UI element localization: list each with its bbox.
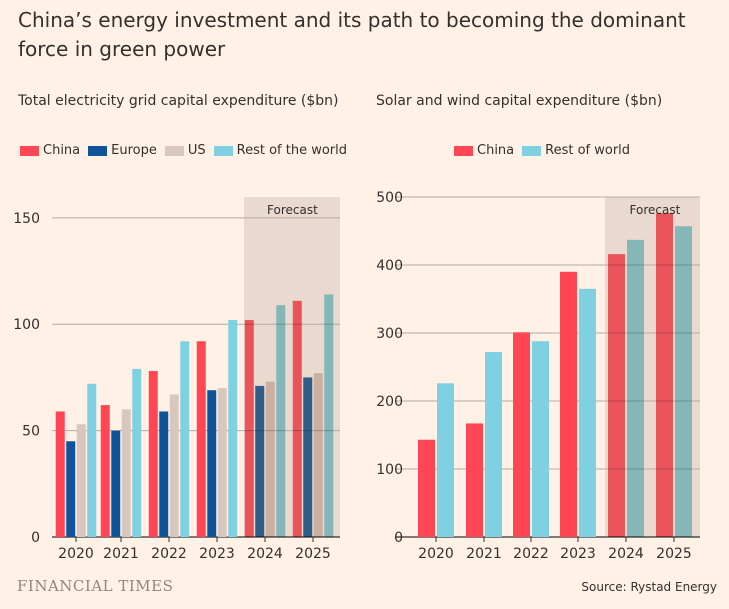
legend-swatch (20, 145, 39, 156)
bar-china (244, 319, 254, 537)
bar-china (148, 371, 158, 537)
bar-rest-of-world (675, 226, 692, 538)
y-tick-label: 300 (376, 326, 403, 342)
legend-item: China (20, 143, 80, 158)
x-tick-label: 2023 (560, 546, 596, 562)
x-tick-label: 2021 (466, 546, 502, 562)
bar-rest-of-world (579, 288, 596, 537)
legend-item: Rest of world (522, 143, 630, 158)
bar-china (196, 341, 206, 537)
bar-rest-of-the-world (132, 368, 142, 537)
legend-label: China (43, 143, 81, 158)
bar-china (418, 439, 435, 537)
x-tick-label: 2020 (418, 546, 454, 562)
bar-rest-of-the-world (276, 305, 286, 537)
legend-swatch (213, 145, 233, 156)
ft-logo: FINANCIAL TIMES (17, 577, 174, 595)
forecast-label: Forecast (267, 203, 318, 217)
bar-rest-of-world (532, 341, 549, 537)
legend-swatch (164, 145, 184, 156)
legend-label: Rest of world (545, 143, 631, 158)
x-tick-label: 2024 (608, 546, 644, 562)
y-tick-label: 200 (376, 394, 403, 410)
legend-label: US (187, 143, 206, 158)
source-note: Source: Rystad Energy (581, 580, 717, 594)
bar-rest-of-world (437, 383, 454, 537)
bar-us (217, 388, 227, 537)
bar-china (560, 271, 577, 537)
bar-rest-of-world (485, 352, 502, 537)
bar-europe (159, 411, 169, 537)
left-legend: China Europe US Rest of the world (20, 143, 347, 158)
bar-china (292, 300, 302, 537)
legend-item: Rest of the world (213, 143, 348, 158)
y-tick-label: 100 (376, 462, 403, 478)
legend-item: China (454, 143, 514, 158)
bar-china (100, 405, 110, 537)
bar-rest-of-world (627, 239, 644, 537)
legend-swatch (454, 145, 473, 156)
legend-label: Europe (111, 143, 157, 158)
bar-us (169, 394, 179, 537)
bar-rest-of-the-world (87, 383, 97, 537)
bar-china (656, 213, 673, 537)
x-tick-label: 2025 (295, 546, 331, 562)
bar-us (121, 409, 131, 537)
bar-europe (111, 430, 121, 537)
figure-title: China’s energy investment and its path t… (18, 8, 686, 61)
y-tick-label: 100 (13, 317, 40, 333)
bar-europe (66, 441, 76, 537)
bar-china (513, 332, 530, 537)
bar-us (313, 373, 323, 537)
bar-us (76, 424, 86, 537)
bar-europe (207, 390, 217, 537)
y-tick-label: 50 (22, 424, 40, 440)
x-tick-label: 2022 (151, 546, 187, 562)
y-tick-label: 0 (394, 530, 403, 546)
legend-label: Rest of the world (236, 143, 348, 158)
y-tick-label: 0 (31, 530, 40, 546)
bar-rest-of-the-world (180, 341, 190, 537)
right-chart-title: Solar and wind capital expenditure ($bn) (376, 93, 663, 109)
x-tick-label: 2025 (656, 546, 692, 562)
bar-rest-of-the-world (228, 319, 238, 537)
bar-china (55, 411, 65, 537)
left-chart-title: Total electricity grid capital expenditu… (18, 93, 339, 109)
x-tick-label: 2023 (199, 546, 235, 562)
legend-item: US (164, 143, 206, 158)
x-tick-label: 2021 (103, 546, 139, 562)
bar-europe (255, 385, 265, 537)
legend-swatch (522, 145, 542, 156)
right-legend: China Rest of world (454, 143, 630, 158)
bar-china (466, 423, 483, 537)
y-tick-label: 150 (13, 211, 40, 227)
y-tick-label: 400 (376, 258, 403, 274)
bar-rest-of-the-world (324, 294, 334, 537)
legend-label: China (477, 143, 515, 158)
x-tick-label: 2020 (58, 546, 94, 562)
legend-item: Europe (88, 143, 157, 158)
y-tick-label: 500 (376, 190, 403, 206)
x-tick-label: 2022 (513, 546, 549, 562)
bar-china (608, 254, 625, 537)
bar-us (265, 381, 275, 537)
bar-europe (303, 377, 313, 537)
legend-swatch (88, 145, 108, 156)
x-tick-label: 2024 (247, 546, 283, 562)
